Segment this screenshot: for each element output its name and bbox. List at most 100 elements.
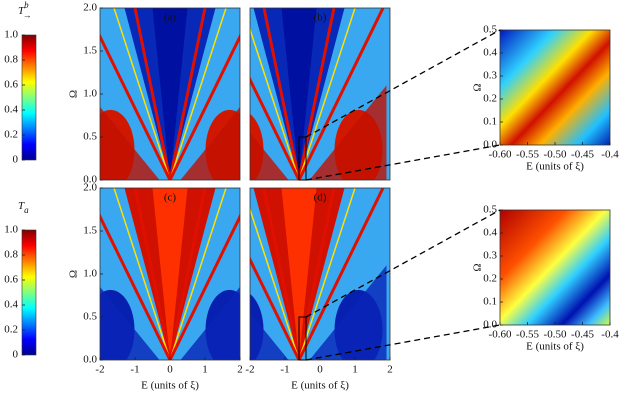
heatmap-region xyxy=(100,286,160,360)
colorbar-title: Ta xyxy=(18,200,29,216)
zoom-line xyxy=(305,29,501,138)
x-tick-label: -1 xyxy=(130,364,139,376)
colorbar-tick-label: 0 xyxy=(13,154,19,166)
y-tick-label: 0.5 xyxy=(83,131,97,143)
y-tick-label: 0.3 xyxy=(483,250,497,262)
x-tick-label: -1 xyxy=(280,364,289,376)
heatmap-ridge xyxy=(169,8,227,180)
heatmap-ridge xyxy=(168,213,240,360)
y-tick-label: 1.5 xyxy=(83,225,97,237)
heatmap-ridge xyxy=(262,8,301,180)
heatmap-ridge xyxy=(169,188,227,360)
colorbar-tick-label: 0.4 xyxy=(4,104,18,116)
heatmap-ridge xyxy=(262,188,301,360)
colorbar-tick-label: 0 xyxy=(13,349,19,361)
heatmap-ridge xyxy=(297,188,385,360)
frame xyxy=(249,7,391,181)
heatmap-ridge xyxy=(250,27,300,180)
y-tick-label: 0.5 xyxy=(483,24,497,36)
colorbar-tick-label: 1.0 xyxy=(4,29,18,41)
zoom-box xyxy=(298,136,307,181)
y-tick-label: 0.0 xyxy=(83,354,97,366)
heatmap-region xyxy=(152,8,188,180)
heatmap-bg xyxy=(500,210,610,325)
heatmap-ridge xyxy=(250,207,300,360)
x-tick-label: -0.4 xyxy=(601,329,619,341)
y-axis-label: Ω xyxy=(68,90,80,98)
heatmap xyxy=(250,8,390,180)
y-tick-label: 0.0 xyxy=(83,174,97,186)
heatmap-ridge xyxy=(113,188,171,360)
x-tick-label: -2 xyxy=(245,364,254,376)
zoom-line xyxy=(305,324,501,361)
heatmap-region xyxy=(281,8,317,180)
x-tick-label: -0.55 xyxy=(516,329,539,341)
x-tick-label: -0.45 xyxy=(571,149,594,161)
y-tick-label: 0.2 xyxy=(483,93,497,105)
y-tick-label: 1.5 xyxy=(83,45,97,57)
y-tick-label: 0.5 xyxy=(483,204,497,216)
heatmap-ridge xyxy=(113,8,171,180)
x-tick-label: 1 xyxy=(202,364,208,376)
colorbar-tick-label: 0.6 xyxy=(4,79,18,91)
x-tick-label: 2 xyxy=(237,364,243,376)
heatmap-ridge xyxy=(168,8,207,180)
heatmap-ridge xyxy=(100,33,172,180)
heatmap-region xyxy=(180,106,240,180)
heatmap-ridge xyxy=(250,256,301,360)
x-tick-label: -0.50 xyxy=(544,329,567,341)
heatmap xyxy=(100,8,240,180)
y-tick-label: 0.1 xyxy=(483,116,497,128)
y-tick-label: 2.0 xyxy=(83,2,97,14)
x-tick-label: -0.50 xyxy=(544,149,567,161)
heatmap-ridge xyxy=(168,33,240,180)
heatmap xyxy=(250,188,390,360)
x-tick-label: 0 xyxy=(317,364,323,376)
colorbar-tick-label: 1.0 xyxy=(4,224,18,236)
y-tick-label: 0.3 xyxy=(483,70,497,82)
heatmap xyxy=(500,210,610,325)
heatmap-ridge xyxy=(298,188,356,360)
y-tick-label: 0.4 xyxy=(483,227,497,239)
y-tick-label: 1.0 xyxy=(83,268,97,280)
y-axis-label: Ω xyxy=(472,83,484,91)
x-axis-label: E (units of ξ) xyxy=(141,380,199,392)
x-tick-label: -2 xyxy=(95,364,104,376)
x-tick-label: -0.60 xyxy=(489,329,512,341)
y-tick-label: 0.4 xyxy=(483,47,497,59)
heatmap-region xyxy=(250,312,289,360)
y-tick-label: 0.1 xyxy=(483,296,497,308)
heatmap-ridge xyxy=(298,8,356,180)
heatmap-ridge xyxy=(168,188,207,360)
heatmap-region xyxy=(152,188,188,360)
colorbar-tick-label: 0.8 xyxy=(4,54,18,66)
heatmap-ridge xyxy=(297,188,336,360)
heatmap-ridge xyxy=(133,188,172,360)
heatmap xyxy=(500,30,610,145)
zoom-line xyxy=(305,209,501,318)
x-tick-label: -0.4 xyxy=(601,149,619,161)
heatmap-region xyxy=(309,85,387,180)
panel-label: (b) xyxy=(314,12,327,24)
x-tick-label: -0.60 xyxy=(489,149,512,161)
x-tick-label: 1 xyxy=(352,364,358,376)
heatmap-region xyxy=(309,265,387,360)
y-tick-label: 0.5 xyxy=(83,311,97,323)
panel-label: (c) xyxy=(164,192,177,204)
y-axis-label: Ω xyxy=(472,263,484,271)
y-tick-label: 2.0 xyxy=(83,182,97,194)
colorbar-tick-label: 0.8 xyxy=(4,249,18,261)
colorbar-title: Tb → xyxy=(18,0,32,20)
x-tick-label: 2 xyxy=(387,364,393,376)
y-tick-label: 1.0 xyxy=(83,88,97,100)
zoom-line xyxy=(305,144,501,181)
x-axis-label: E (units of ξ) xyxy=(526,341,584,353)
heatmap-ridge xyxy=(100,213,172,360)
panel-label: (a) xyxy=(164,12,177,24)
y-tick-label: 0.2 xyxy=(483,273,497,285)
x-tick-label: -0.45 xyxy=(571,329,594,341)
colorbar-tick-label: 0.2 xyxy=(4,324,18,336)
colorbar xyxy=(21,229,37,356)
x-tick-label: -0.55 xyxy=(516,149,539,161)
panel-label: (d) xyxy=(314,192,327,204)
